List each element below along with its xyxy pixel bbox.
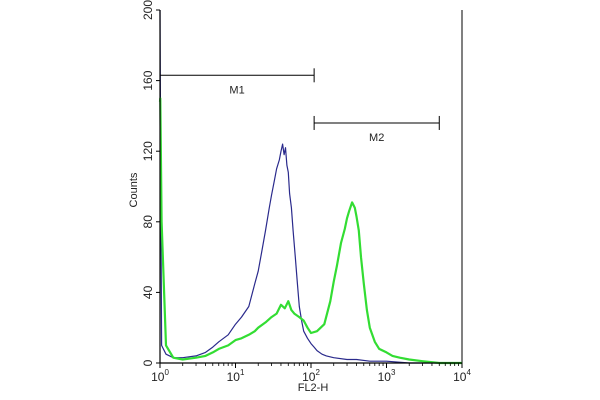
x-tick-label: 102 bbox=[302, 368, 320, 384]
x-tick-label: 103 bbox=[378, 368, 396, 384]
y-tick-label: 0 bbox=[141, 359, 155, 366]
y-tick-label: 80 bbox=[141, 215, 155, 229]
y-tick-label: 120 bbox=[141, 141, 155, 161]
histogram-series-1 bbox=[159, 9, 462, 364]
marker-m2-label: M2 bbox=[369, 132, 384, 144]
y-tick-label: 200 bbox=[141, 0, 155, 20]
y-tick-label: 40 bbox=[141, 285, 155, 299]
marker-m1-label: M1 bbox=[229, 84, 244, 96]
x-tick-label: 100 bbox=[151, 368, 169, 384]
plot-series bbox=[158, 9, 462, 365]
x-tick-label: 104 bbox=[453, 368, 471, 384]
x-axis-title: FL2-H bbox=[298, 382, 329, 394]
gate-markers: M1 M2 bbox=[159, 68, 440, 144]
x-tick-label: 101 bbox=[227, 368, 245, 384]
y-tick-label: 160 bbox=[141, 70, 155, 90]
histogram-series-2 bbox=[158, 97, 462, 365]
y-axis-title: Counts bbox=[128, 172, 140, 207]
axes: 0 40 80 120 160 200 100 101 102 103 104 bbox=[141, 0, 471, 384]
